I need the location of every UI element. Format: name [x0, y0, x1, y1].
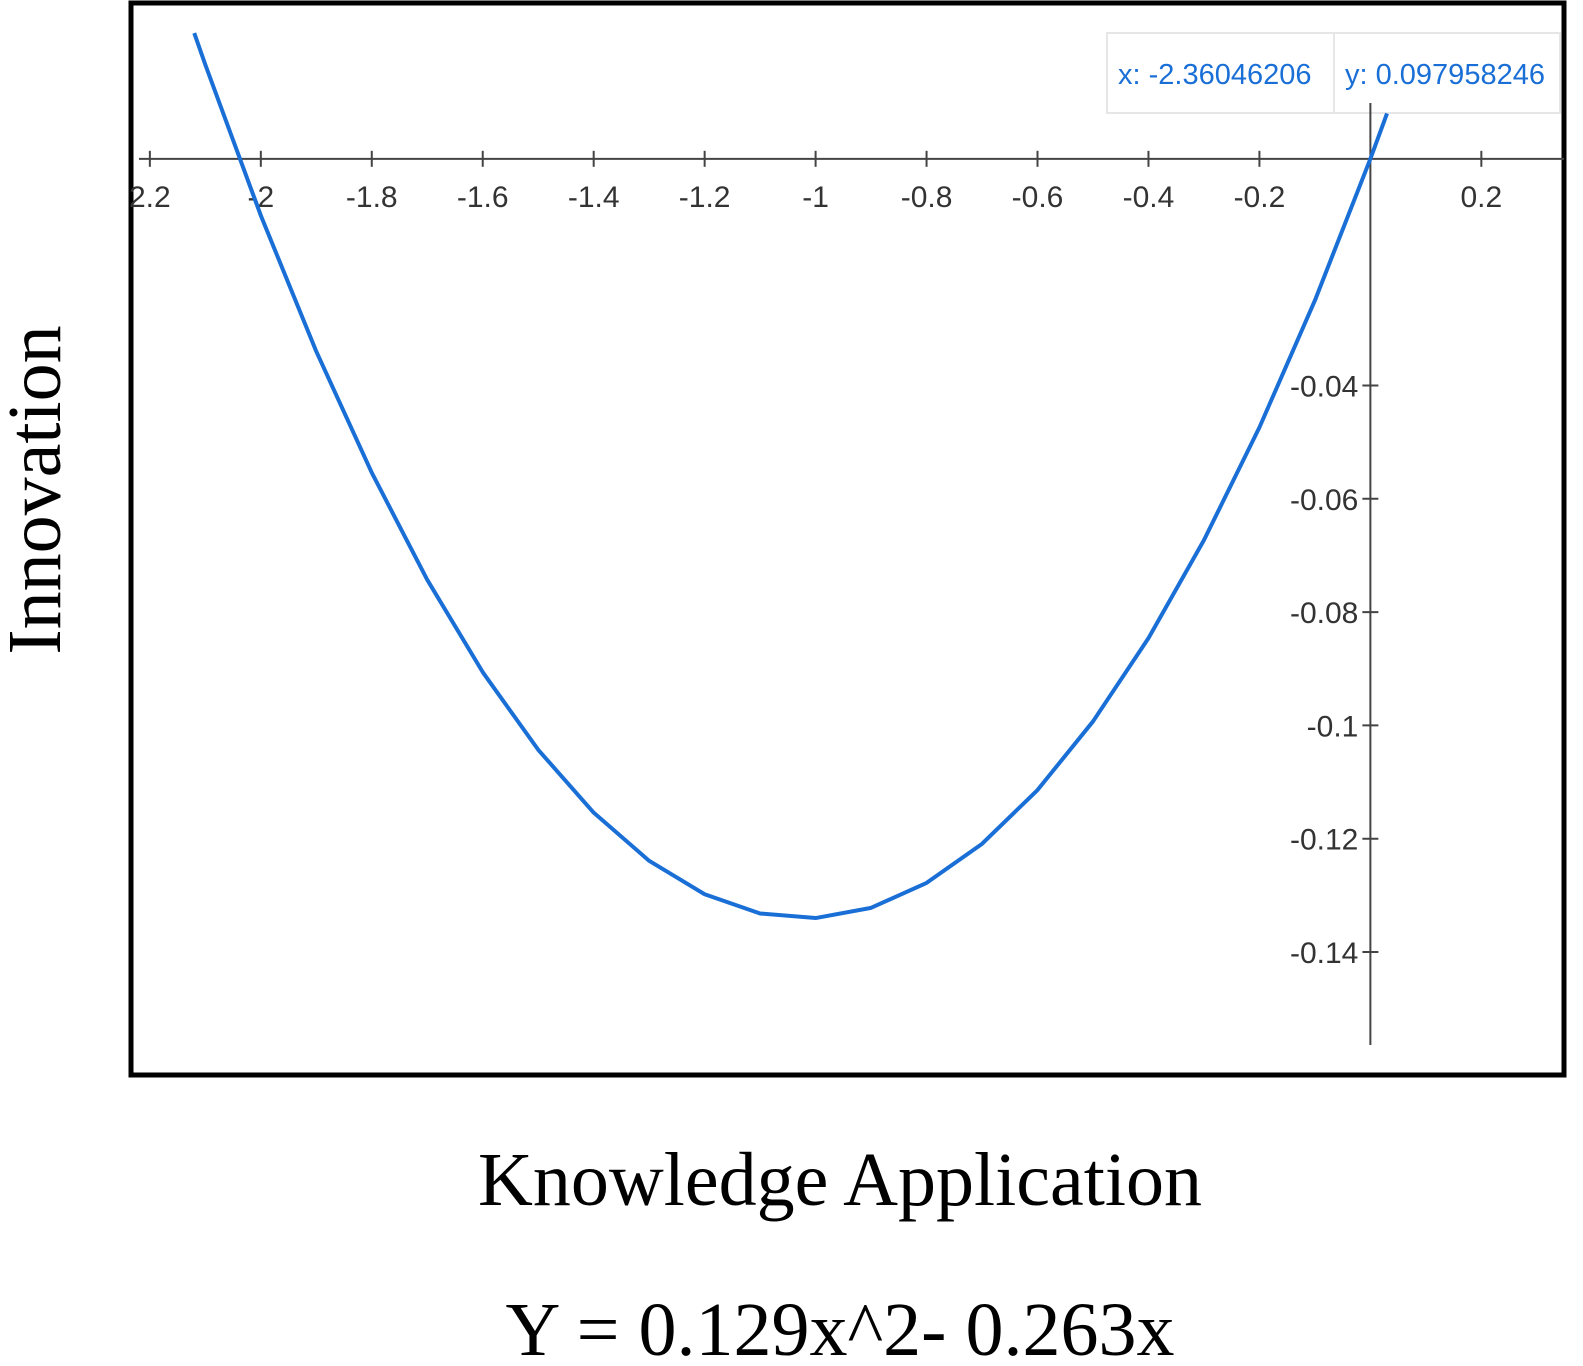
x-tick-label: 2.2	[129, 181, 171, 214]
x-tick-label: -0.4	[1123, 181, 1175, 214]
tooltip-x: x: -2.36046206	[1118, 59, 1311, 91]
y-tick-label: -0.06	[1290, 484, 1358, 517]
x-tick-label: -0.6	[1012, 181, 1064, 214]
equation: Y = 0.129x^2- 0.263x	[506, 1288, 1175, 1366]
x-tick-label: -0.8	[901, 181, 953, 214]
x-tick-label: -1.4	[568, 181, 620, 214]
x-tick-label: -1.8	[346, 181, 398, 214]
tooltip-y: y: 0.097958246	[1345, 59, 1545, 91]
x-tick-label: -0.2	[1234, 181, 1286, 214]
plot-frame	[128, 0, 1567, 1078]
y-axis-label: Innovation	[0, 325, 77, 654]
x-tick-label: -1.2	[679, 181, 731, 214]
x-axis-label: Knowledge Application	[478, 1138, 1202, 1222]
x-tick-label: 0.2	[1460, 181, 1502, 214]
x-tick-label: -1	[802, 181, 829, 214]
y-tick-label: -0.1	[1307, 710, 1359, 743]
y-tick-label: -0.08	[1290, 597, 1358, 630]
y-tick-label: -0.12	[1290, 824, 1358, 857]
y-tick-label: -0.04	[1290, 370, 1358, 403]
x-tick-label: -1.6	[457, 181, 509, 214]
y-tick-label: -0.14	[1290, 937, 1358, 970]
curve	[192, 32, 1389, 921]
